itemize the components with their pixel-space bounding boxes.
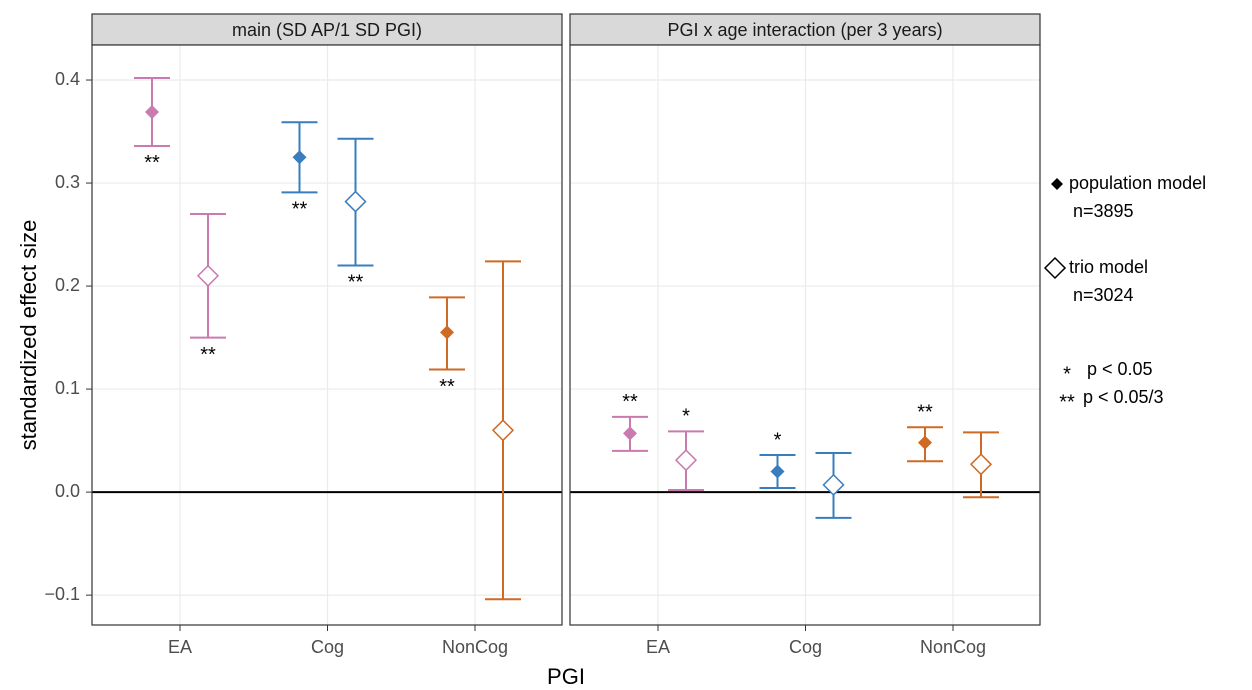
point (292, 150, 307, 165)
significance-label: ** (200, 344, 216, 366)
y-tick-label: 0.2 (55, 275, 80, 295)
y-axis-title: standardized effect size (16, 220, 41, 451)
x-tick-label: Cog (789, 637, 822, 657)
x-tick-label: EA (646, 637, 670, 657)
point (440, 325, 454, 340)
y-tick-label: −0.1 (44, 584, 80, 604)
x-tick-label: EA (168, 637, 192, 657)
significance-label: * (682, 406, 690, 428)
point (918, 435, 932, 450)
panel-border (569, 44, 1041, 626)
legend-marker (1043, 256, 1067, 280)
point (145, 104, 159, 119)
legend-label: p < 0.05 (1087, 359, 1153, 379)
legend-n: n=3024 (1073, 285, 1134, 305)
x-tick-label: NonCog (442, 637, 508, 657)
x-axis-title: PGI (547, 664, 585, 689)
panel-strip (569, 13, 1041, 46)
point (491, 419, 515, 442)
significance-label: * (774, 429, 782, 451)
y-tick-label: 0.1 (55, 378, 80, 398)
significance-label: ** (348, 272, 364, 294)
legend-marker (1051, 178, 1063, 190)
significance-label: ** (439, 376, 455, 398)
significance-label: ** (622, 391, 638, 413)
legend-symbol: ** (1059, 391, 1075, 413)
point (969, 453, 993, 476)
significance-label: ** (144, 152, 160, 174)
panel-border (91, 44, 563, 626)
significance-label: ** (292, 199, 308, 221)
panel-title: PGI x age interaction (per 3 years) (667, 20, 942, 40)
point (674, 449, 698, 472)
point (770, 464, 785, 479)
x-tick-label: NonCog (920, 637, 986, 657)
legend-n: n=3895 (1073, 201, 1134, 221)
panel-title: main (SD AP/1 SD PGI) (232, 20, 422, 40)
point (344, 190, 367, 213)
significance-label: ** (917, 401, 933, 423)
x-tick-label: Cog (311, 637, 344, 657)
legend-label: p < 0.05/3 (1083, 387, 1164, 407)
y-tick-label: 0.0 (55, 481, 80, 501)
y-tick-label: 0.4 (55, 69, 80, 89)
legend-label: population model (1069, 173, 1206, 193)
y-tick-label: 0.3 (55, 172, 80, 192)
point (822, 473, 845, 496)
point (623, 426, 637, 441)
point (196, 264, 220, 287)
legend-symbol: * (1063, 363, 1071, 385)
legend-label: trio model (1069, 257, 1148, 277)
